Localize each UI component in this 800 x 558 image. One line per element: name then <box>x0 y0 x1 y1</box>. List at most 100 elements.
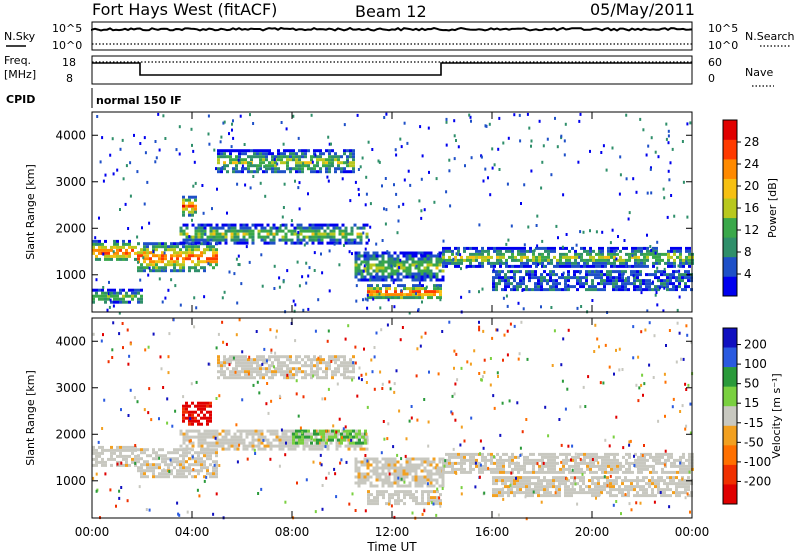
echo-cell <box>609 482 612 485</box>
echo-scatter <box>689 511 691 514</box>
echo-cell <box>624 488 627 491</box>
echo-cell <box>538 468 541 471</box>
echo-cell <box>498 494 501 497</box>
echo-cell <box>137 251 140 254</box>
echo-scatter <box>321 397 323 400</box>
echo-cell <box>628 471 631 474</box>
echo-cell <box>388 482 391 485</box>
echo-cell <box>619 468 622 471</box>
echo-cell <box>606 476 609 479</box>
echo-cell <box>531 270 534 273</box>
echo-cell <box>669 279 672 282</box>
echo-cell <box>487 253 490 256</box>
echo-cell <box>203 463 206 466</box>
echo-cell <box>228 430 231 433</box>
echo-cell <box>262 367 265 370</box>
echo-cell <box>143 266 146 269</box>
echo-cell <box>529 453 532 456</box>
echo-cell <box>334 152 337 155</box>
echo-scatter <box>537 462 539 465</box>
echo-scatter <box>615 500 617 503</box>
echo-cell <box>427 464 430 467</box>
echo-cell <box>240 230 243 233</box>
echo-cell <box>140 466 143 469</box>
echo-scatter <box>103 180 105 183</box>
echo-cell <box>415 485 418 488</box>
echo-cell <box>511 459 514 462</box>
echo-cell <box>517 259 520 262</box>
echo-cell <box>104 258 107 261</box>
echo-cell <box>636 276 639 279</box>
echo-cell <box>285 433 288 436</box>
echo-cell <box>247 149 250 152</box>
echo-cell <box>361 442 364 445</box>
echo-cell <box>607 256 610 259</box>
echo-cell <box>119 446 122 449</box>
echo-cell <box>601 459 604 462</box>
echo-cell <box>571 247 574 250</box>
echo-cell <box>498 279 501 282</box>
echo-cell <box>510 491 513 494</box>
echo-scatter <box>285 442 287 445</box>
echo-scatter <box>387 324 389 327</box>
echo-cell <box>280 161 283 164</box>
echo-cell <box>223 376 226 379</box>
echo-cell <box>258 236 261 239</box>
echo-scatter <box>401 145 403 148</box>
echo-cell <box>591 285 594 288</box>
echo-cell <box>439 458 442 461</box>
echo-cell <box>430 270 433 273</box>
echo-cell <box>523 247 526 250</box>
echo-cell <box>189 436 192 439</box>
echo-cell <box>682 456 685 459</box>
echo-scatter <box>578 120 580 123</box>
echo-cell <box>439 470 442 473</box>
echo-cell <box>673 265 676 268</box>
echo-cell <box>373 293 376 296</box>
echo-cell <box>301 149 304 152</box>
echo-scatter <box>441 330 443 333</box>
echo-cell <box>601 259 604 262</box>
echo-cell <box>418 270 421 273</box>
echo-scatter <box>669 329 671 332</box>
echo-cell <box>134 295 137 298</box>
echo-scatter <box>126 164 128 167</box>
echo-cell <box>594 494 597 497</box>
echo-scatter <box>205 240 207 243</box>
echo-cell <box>373 252 376 255</box>
echo-cell <box>684 285 687 288</box>
echo-cell <box>304 361 307 364</box>
echo-cell <box>498 491 501 494</box>
echo-cell <box>546 288 549 291</box>
echo-cell <box>215 454 218 457</box>
echo-scatter <box>453 448 455 451</box>
echo-cell <box>209 414 212 417</box>
echo-scatter <box>458 145 460 148</box>
echo-scatter <box>471 156 473 159</box>
echo-cell <box>594 273 597 276</box>
echo-scatter <box>193 296 195 299</box>
echo-cell <box>125 292 128 295</box>
echo-cell <box>517 247 520 250</box>
echo-scatter <box>311 437 313 440</box>
echo-scatter <box>297 261 299 264</box>
echo-cell <box>200 463 203 466</box>
echo-cell <box>672 476 675 479</box>
echo-cell <box>229 152 232 155</box>
echo-cell <box>589 456 592 459</box>
echo-cell <box>397 485 400 488</box>
echo-scatter <box>597 461 599 464</box>
echo-cell <box>351 230 354 233</box>
echo-cell <box>466 453 469 456</box>
echo-scatter <box>191 144 193 147</box>
echo-cell <box>442 276 445 279</box>
echo-cell <box>502 253 505 256</box>
echo-cell <box>140 448 143 451</box>
echo-cell <box>213 233 216 236</box>
echo-cell <box>436 290 439 293</box>
echo-cell <box>394 290 397 293</box>
echo-cell <box>583 265 586 268</box>
echo-cell <box>116 243 119 246</box>
echo-cell <box>182 405 185 408</box>
echo-cell <box>669 479 672 482</box>
